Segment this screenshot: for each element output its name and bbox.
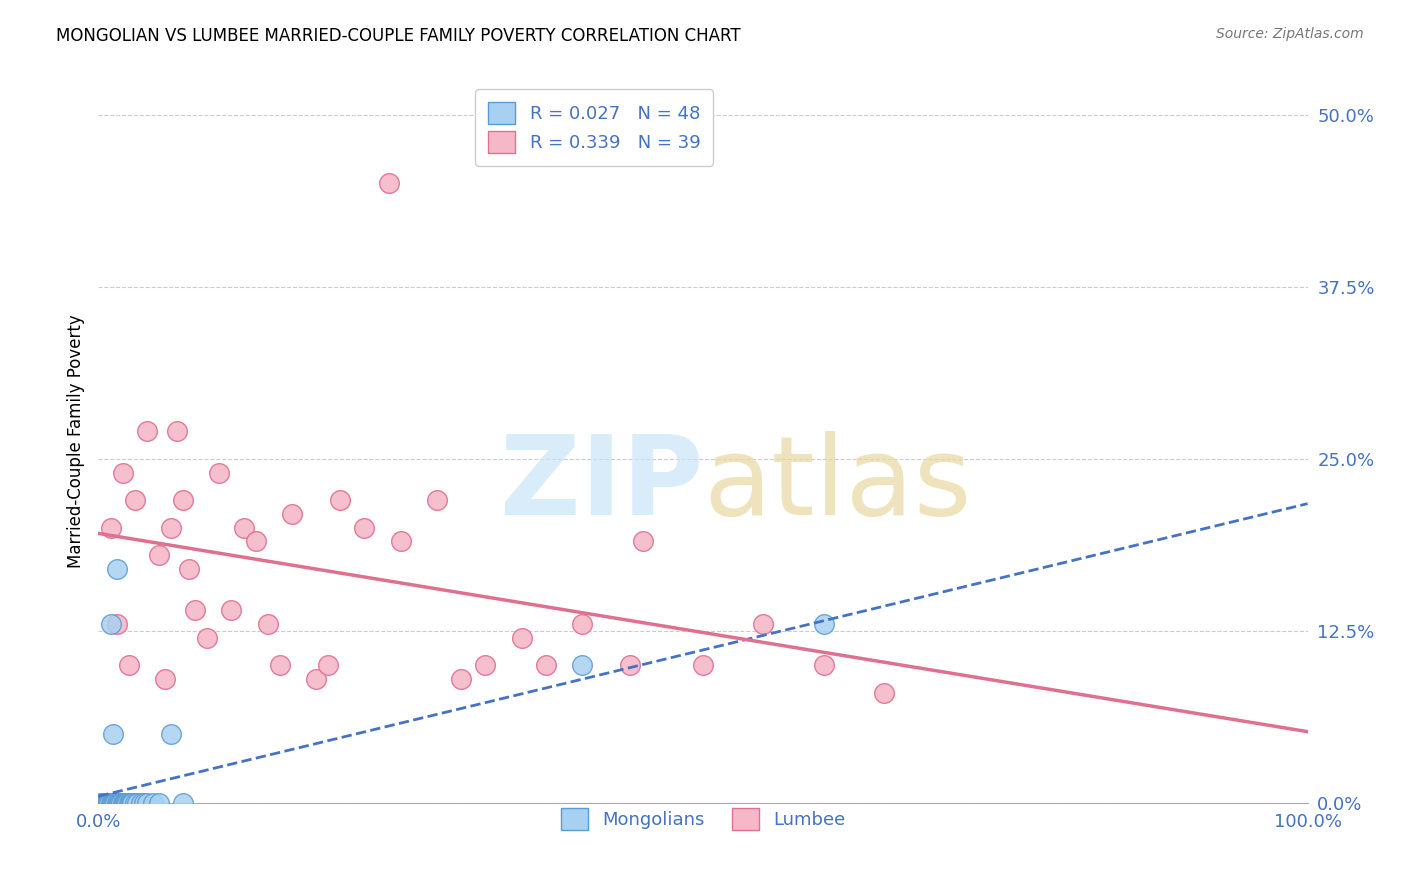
Point <box>426 493 449 508</box>
Point <box>510 631 533 645</box>
Point <box>94 796 117 810</box>
Point <box>184 603 207 617</box>
Point <box>100 796 122 810</box>
Point <box>118 658 141 673</box>
Point <box>195 631 218 645</box>
Point <box>100 796 122 810</box>
Point <box>90 796 112 810</box>
Point <box>105 616 128 631</box>
Point <box>96 796 118 810</box>
Point <box>172 796 194 810</box>
Text: MONGOLIAN VS LUMBEE MARRIED-COUPLE FAMILY POVERTY CORRELATION CHART: MONGOLIAN VS LUMBEE MARRIED-COUPLE FAMIL… <box>56 27 741 45</box>
Point <box>101 727 124 741</box>
Point <box>108 796 131 810</box>
Point <box>93 796 115 810</box>
Point <box>97 796 120 810</box>
Point <box>91 796 114 810</box>
Point <box>100 616 122 631</box>
Point <box>474 658 496 673</box>
Point <box>118 796 141 810</box>
Point <box>97 796 120 810</box>
Point <box>153 672 176 686</box>
Point <box>813 658 835 673</box>
Point <box>752 616 775 631</box>
Point <box>377 177 399 191</box>
Point <box>127 796 149 810</box>
Point <box>103 796 125 810</box>
Point <box>631 534 654 549</box>
Point <box>305 672 328 686</box>
Point <box>104 796 127 810</box>
Y-axis label: Married-Couple Family Poverty: Married-Couple Family Poverty <box>66 315 84 568</box>
Point <box>121 796 143 810</box>
Point <box>245 534 267 549</box>
Point <box>98 796 121 810</box>
Point <box>120 796 142 810</box>
Point <box>316 658 339 673</box>
Point <box>93 796 115 810</box>
Point <box>105 796 128 810</box>
Point <box>692 658 714 673</box>
Point <box>873 686 896 700</box>
Point <box>353 520 375 534</box>
Point <box>813 616 835 631</box>
Point <box>135 424 157 438</box>
Point <box>221 603 243 617</box>
Point <box>110 796 132 810</box>
Point <box>124 796 146 810</box>
Point <box>256 616 278 631</box>
Point <box>129 796 152 810</box>
Point <box>118 796 141 810</box>
Point <box>114 796 136 810</box>
Text: ZIP: ZIP <box>499 432 703 539</box>
Point <box>142 796 165 810</box>
Point <box>105 562 128 576</box>
Point <box>208 466 231 480</box>
Point <box>619 658 641 673</box>
Point <box>94 796 117 810</box>
Point <box>166 424 188 438</box>
Point <box>101 796 124 810</box>
Point <box>100 520 122 534</box>
Point <box>160 727 183 741</box>
Point <box>160 520 183 534</box>
Point <box>98 796 121 810</box>
Point <box>148 548 170 562</box>
Point <box>571 616 593 631</box>
Point <box>91 796 114 810</box>
Point <box>108 796 131 810</box>
Point <box>281 507 304 521</box>
Point <box>111 796 134 810</box>
Point <box>571 658 593 673</box>
Point <box>91 796 114 810</box>
Point <box>269 658 291 673</box>
Point <box>329 493 352 508</box>
Point <box>148 796 170 810</box>
Point <box>179 562 201 576</box>
Point <box>117 796 139 810</box>
Point <box>107 796 129 810</box>
Point <box>111 466 134 480</box>
Point <box>450 672 472 686</box>
Point <box>134 796 156 810</box>
Point <box>232 520 254 534</box>
Legend: Mongolians, Lumbee: Mongolians, Lumbee <box>554 801 852 837</box>
Point <box>100 796 122 810</box>
Point <box>115 796 138 810</box>
Point <box>96 796 118 810</box>
Text: Source: ZipAtlas.com: Source: ZipAtlas.com <box>1216 27 1364 41</box>
Point <box>389 534 412 549</box>
Point <box>124 493 146 508</box>
Point <box>172 493 194 508</box>
Point <box>112 796 135 810</box>
Point <box>135 796 157 810</box>
Point <box>534 658 557 673</box>
Text: atlas: atlas <box>703 432 972 539</box>
